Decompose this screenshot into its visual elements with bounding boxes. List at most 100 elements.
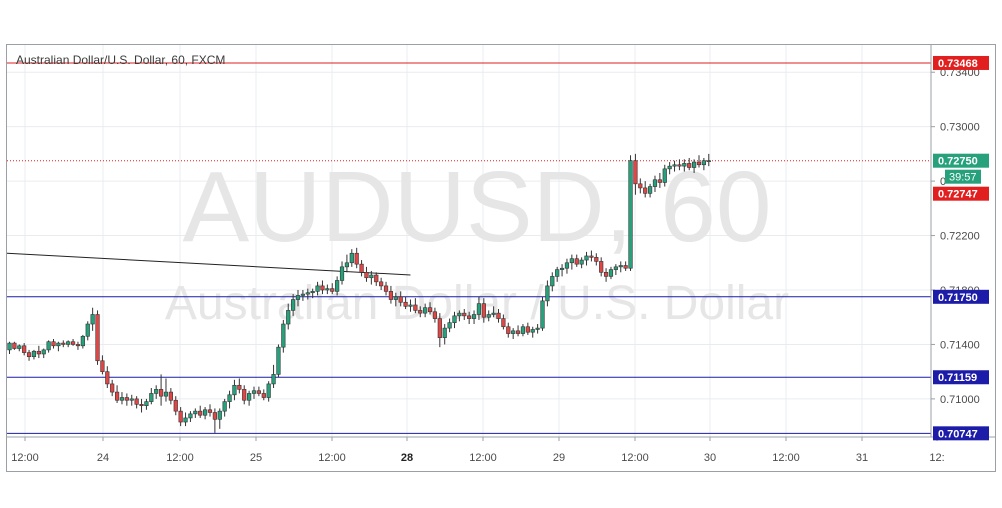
candle [95,310,100,365]
candle [364,266,369,282]
candle-body [119,397,125,401]
candle [623,261,628,271]
x-tick-label: 30 [704,452,716,464]
candle-body [437,318,442,338]
candle [599,257,604,277]
candle-body [22,345,27,353]
candle-body [613,266,618,270]
candle-body [330,288,335,292]
candle [12,341,17,350]
candlestick-chart[interactable]: AUDUSD, 60 Australian Dollar / U.S. Doll… [7,45,995,471]
candle-body [105,371,110,385]
candle [447,318,452,333]
candle [491,306,496,318]
candle-body [687,163,692,168]
candle-body [163,391,169,397]
candle-body [95,314,100,362]
candle [251,386,257,399]
candle-body [256,390,261,394]
candle [168,388,173,405]
candle-body [46,341,51,351]
candle [442,324,447,345]
candle-body [354,252,359,265]
candle-body [31,350,37,357]
candle-body [149,393,154,402]
candle [56,341,61,352]
ask-price-tag-box [933,186,989,201]
candle [476,296,482,320]
candle [354,247,359,269]
candle [643,181,648,198]
candle [173,396,178,416]
candle [344,254,350,273]
candle [638,178,643,194]
candle [408,299,413,312]
candle-body [90,314,95,325]
candle [369,270,374,285]
candle [525,322,530,335]
x-tick-label: 12:00 [469,452,497,464]
candle-body [667,165,672,170]
candle [17,344,22,352]
candle-body [447,322,452,329]
candle [652,175,658,192]
candle [555,266,560,282]
candle-body [51,341,56,347]
candle [535,324,540,334]
candle [119,392,125,405]
candle [359,260,364,277]
candle-body [467,315,472,319]
candle-body [638,183,643,189]
candle-body [325,288,330,291]
candle-body [691,161,697,168]
candle-body [418,310,423,314]
candle-body [559,267,565,270]
candle-body [379,281,384,287]
candle [481,298,486,323]
candle-body [271,374,276,385]
candle-body [168,391,173,401]
candle [271,364,276,388]
candle-body [491,312,496,315]
candle [467,311,472,325]
candle-body [129,398,134,401]
candle-body [144,401,149,406]
candle [232,379,237,401]
candle-body [369,274,374,279]
candle [90,307,95,331]
candle [515,325,521,337]
candle [31,349,37,360]
x-tick-label: 31 [856,452,868,464]
candle-body [476,303,482,315]
candle-body [173,399,178,412]
candle [672,160,677,172]
candle-body [291,299,296,311]
candle-body [628,160,633,269]
candle [662,164,667,187]
candle [66,340,71,348]
candle [163,378,169,402]
candle [682,159,687,172]
candle [61,340,66,348]
candle-body [217,410,222,420]
candle-body [550,276,555,287]
candle [564,258,570,274]
candle-body [374,274,379,283]
candle-body [496,312,501,319]
candle [295,290,301,307]
candle [212,408,217,433]
candle-body [134,398,139,405]
candle-body [300,293,306,296]
candle-body [247,393,252,401]
candle-body [589,255,594,258]
candle-body [305,292,310,295]
candle-body [545,285,550,302]
candle [237,378,242,394]
candle [46,340,51,353]
candle [281,319,286,353]
candle-body [266,383,271,398]
chart-frame[interactable]: AUDUSD, 60 Australian Dollar / U.S. Doll… [6,44,996,472]
candle-body [261,393,266,398]
candle-body [457,312,462,317]
candle-body [207,409,213,413]
